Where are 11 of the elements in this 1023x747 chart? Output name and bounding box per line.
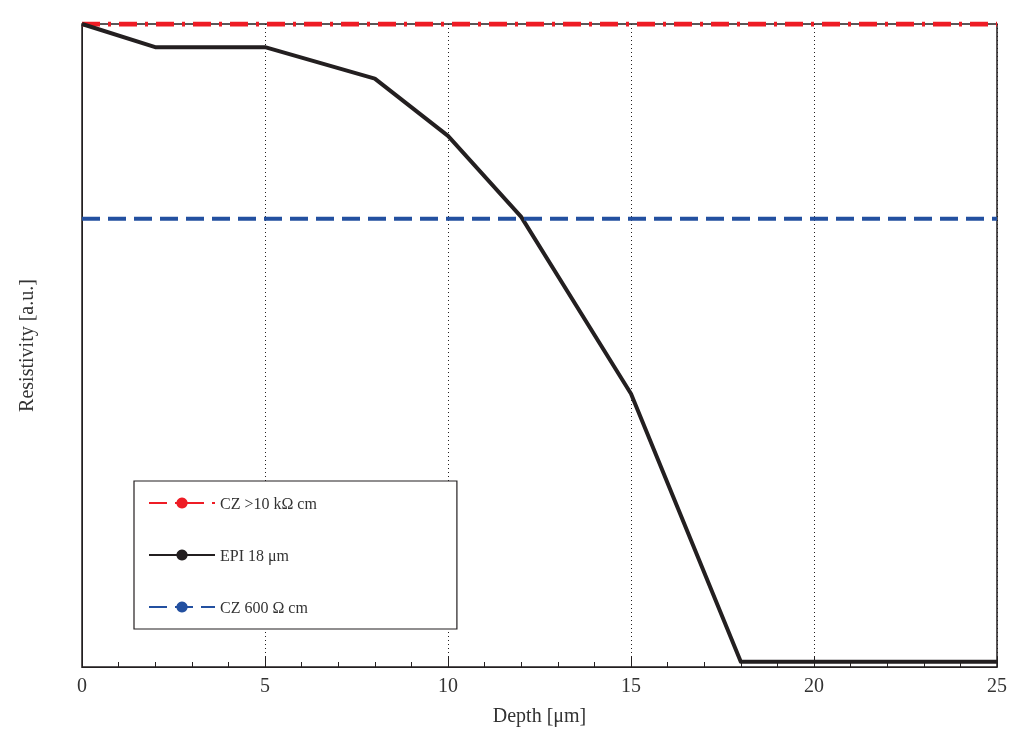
x-tick-label: 20 [804,674,824,696]
legend-label: CZ 600 Ω cm [220,598,309,616]
x-tick-label: 5 [260,674,270,696]
x-axis-title: Depth [μm] [492,704,587,727]
x-tick-label: 15 [621,674,641,696]
x-tick-label: 10 [438,674,458,696]
x-tick-label: 25 [987,674,1007,696]
legend-label: CZ >10 kΩ cm [220,494,318,512]
x-tick-label: 0 [77,674,87,696]
y-axis-title: Resistivity [a.u.] [15,279,38,412]
legend-label: EPI 18 μm [220,546,290,565]
